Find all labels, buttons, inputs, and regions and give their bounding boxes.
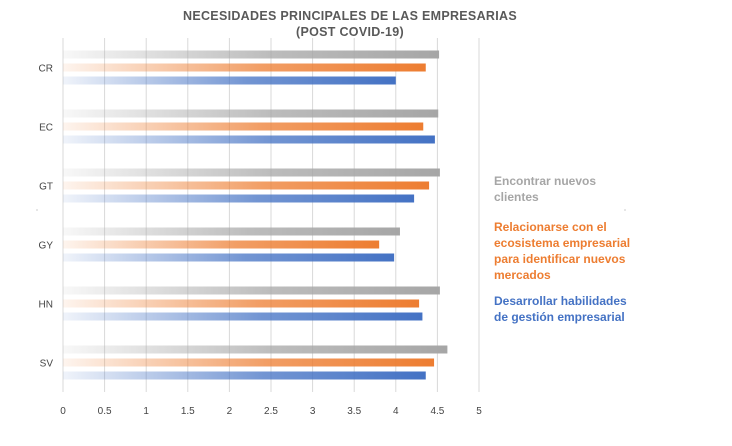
x-tick-labels: 0 0.5 1 1.5 2 2.5 3 3.5 4 4.5 5 (60, 406, 482, 417)
bar (63, 63, 426, 72)
x-tick-label: 3 (310, 406, 316, 417)
bar (63, 109, 439, 118)
chart-title: NECESIDADES PRINCIPALES DE LAS EMPRESARI… (140, 8, 560, 40)
legend-item-encontrar: Encontrar nuevos clientes (494, 174, 597, 204)
category-label: CR (39, 64, 53, 75)
bar (63, 227, 400, 236)
bar (63, 358, 435, 367)
category-label: GT (39, 182, 53, 193)
bars (63, 50, 448, 380)
bar (63, 76, 396, 85)
bar (63, 312, 423, 321)
category-labels: CR EC GT GY HN SV (39, 64, 54, 370)
x-tick-label: 5 (476, 406, 482, 417)
x-tick-label: 2.5 (264, 406, 278, 417)
bar (63, 168, 440, 177)
x-tick-label: 1 (143, 406, 149, 417)
category-label: EC (39, 123, 53, 134)
legend-item-desarrollar: Desarrollar habilidades de gestión empre… (494, 294, 627, 324)
x-tick-label: 0 (60, 406, 66, 417)
bar (63, 50, 440, 59)
category-label: GY (39, 241, 54, 252)
grid-lines (62, 38, 480, 392)
bar (63, 299, 420, 308)
category-label: SV (40, 359, 54, 370)
bar (63, 345, 448, 354)
x-tick-label: 4 (393, 406, 399, 417)
x-tick-label: 1.5 (181, 406, 195, 417)
x-tick-label: 3.5 (347, 406, 361, 417)
bar (63, 194, 415, 203)
category-label: HN (39, 300, 53, 311)
bar (63, 135, 435, 144)
x-tick-label: 2 (227, 406, 233, 417)
bar (63, 122, 424, 131)
chart-title-line-2: (POST COVID-19) (296, 25, 404, 39)
bar (63, 240, 380, 249)
bar (63, 286, 440, 295)
x-tick-label: 4.5 (430, 406, 444, 417)
legend-item-relacionarse: Relacionarse con el ecosistema empresari… (494, 220, 631, 282)
bar (63, 181, 430, 190)
bar (63, 253, 395, 262)
x-tick-label: 0.5 (98, 406, 112, 417)
chart-title-line-1: NECESIDADES PRINCIPALES DE LAS EMPRESARI… (183, 9, 517, 23)
bar (63, 371, 426, 380)
